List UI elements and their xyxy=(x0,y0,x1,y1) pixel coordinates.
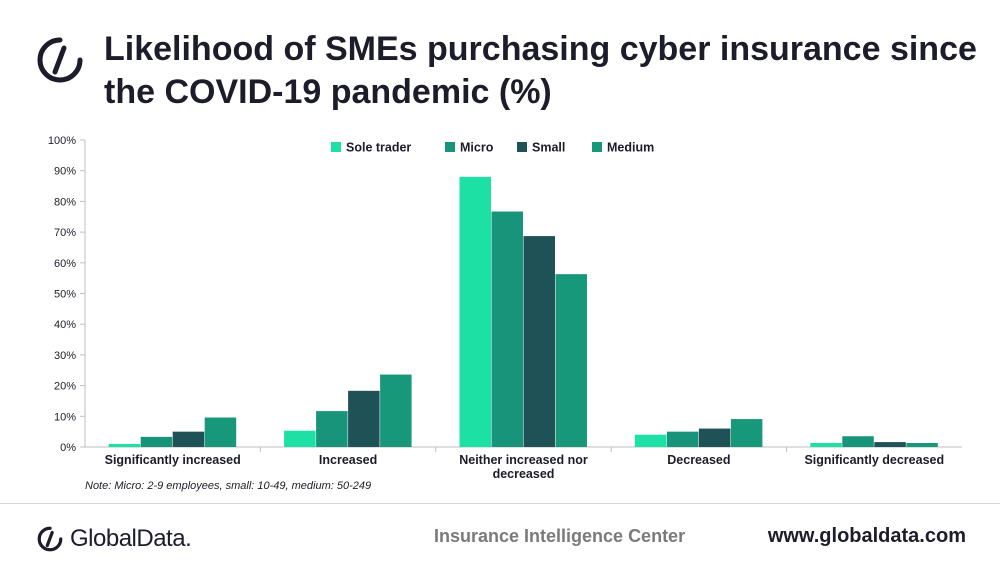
bar-micro xyxy=(140,436,173,447)
bar-micro xyxy=(666,431,699,447)
x-category-label: Neither increased nor xyxy=(459,453,588,467)
bar-small xyxy=(172,431,205,447)
bar-micro xyxy=(842,436,874,447)
legend-swatch xyxy=(592,142,602,152)
legend-swatch xyxy=(331,142,341,152)
y-tick-label: 40% xyxy=(54,319,76,331)
legend-swatch xyxy=(517,142,527,152)
footer-url-link[interactable]: www.globaldata.com xyxy=(767,525,966,547)
footer-center-text: Insurance Intelligence Center xyxy=(434,526,686,546)
bar-small xyxy=(874,442,906,447)
legend-label: Medium xyxy=(607,141,654,155)
footer-logo[interactable]: GlobalData. xyxy=(36,522,192,556)
x-category-label: Increased xyxy=(319,453,377,467)
bar-medium xyxy=(204,417,237,447)
bar-medium xyxy=(380,374,412,447)
footer-brand-name: GlobalData. xyxy=(70,525,192,552)
x-category-label: decreased xyxy=(493,467,555,481)
y-tick-label: 10% xyxy=(54,411,76,423)
bar-micro xyxy=(316,411,348,447)
y-tick-label: 90% xyxy=(54,166,76,178)
y-tick-label: 0% xyxy=(60,442,76,454)
bar-medium xyxy=(555,274,587,447)
legend-swatch xyxy=(445,142,455,152)
y-tick-label: 100% xyxy=(48,135,76,147)
footer: GlobalData. Insurance Intelligence Cente… xyxy=(0,504,1000,572)
x-category-label: Significantly decreased xyxy=(804,453,944,467)
legend-label: Micro xyxy=(460,141,494,155)
bar-small xyxy=(698,428,731,447)
y-tick-label: 30% xyxy=(54,350,76,362)
header: Likelihood of SMEs purchasing cyber insu… xyxy=(0,0,1000,130)
y-tick-label: 60% xyxy=(54,258,76,270)
legend-label: Small xyxy=(532,141,565,155)
bar-micro xyxy=(491,211,523,447)
y-tick-label: 50% xyxy=(54,289,76,301)
bar-sole-trader xyxy=(108,443,141,447)
bar-sole-trader xyxy=(459,176,491,447)
y-tick-label: 80% xyxy=(54,196,76,208)
bar-sole-trader xyxy=(284,430,316,447)
chart-canvas: 0% 10% 20% 30% 40% 50% 60% 70% 80% 90% 100% Signifi… xyxy=(48,135,962,492)
globaldata-logo-icon xyxy=(37,37,83,83)
bar-chart: 0% 10% 20% 30% 40% 50% 60% 70% 80% 90% 100% Signifi… xyxy=(0,130,1000,505)
y-tick-label: 70% xyxy=(54,227,76,239)
x-category-label: Significantly increased xyxy=(105,453,241,467)
chart-note: Note: Micro: 2-9 employees, small: 10-49… xyxy=(85,480,371,492)
legend-label: Sole trader xyxy=(346,141,411,155)
y-tick-label: 20% xyxy=(54,381,76,393)
bar-small xyxy=(348,390,380,447)
bar-medium xyxy=(730,419,763,447)
globaldata-logo-icon xyxy=(37,526,63,552)
x-category-label: Decreased xyxy=(667,453,730,467)
chart-title: Likelihood of SMEs purchasing cyber insu… xyxy=(104,30,977,111)
bar-sole-trader xyxy=(810,443,842,447)
bar-medium xyxy=(906,443,938,447)
bar-sole-trader xyxy=(634,434,667,447)
footer-divider xyxy=(0,503,1000,504)
bar-small xyxy=(523,236,555,447)
